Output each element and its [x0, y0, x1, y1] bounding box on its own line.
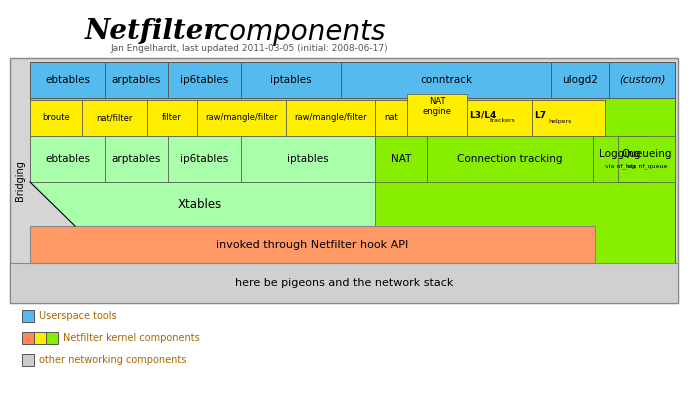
Text: ebtables: ebtables: [45, 75, 90, 85]
Bar: [30, 62, 675, 98]
Text: nat/filter: nat/filter: [96, 114, 133, 123]
Bar: [10, 263, 678, 303]
Bar: [30, 100, 82, 136]
Bar: [46, 332, 58, 344]
Text: helpers: helpers: [548, 119, 572, 123]
Bar: [22, 310, 34, 322]
Bar: [593, 136, 648, 182]
Text: conntrack: conntrack: [420, 75, 472, 85]
Bar: [551, 62, 609, 98]
Bar: [147, 100, 197, 136]
Text: invoked through Netfilter hook API: invoked through Netfilter hook API: [216, 239, 408, 250]
Text: broute: broute: [42, 114, 70, 123]
Text: iptables: iptables: [287, 154, 329, 164]
Text: ulogd2: ulogd2: [562, 75, 598, 85]
Text: ip6tables: ip6tables: [180, 154, 229, 164]
Text: Logging: Logging: [600, 149, 641, 159]
Text: nat: nat: [384, 114, 398, 123]
Text: Bridging: Bridging: [15, 160, 25, 201]
Text: filter: filter: [162, 114, 182, 123]
Text: arptables: arptables: [112, 75, 161, 85]
Text: components: components: [205, 18, 385, 46]
Bar: [427, 136, 593, 182]
Polygon shape: [30, 182, 75, 226]
Bar: [168, 136, 241, 182]
Text: via nf_queue: via nf_queue: [627, 163, 667, 169]
Bar: [30, 100, 605, 136]
Text: raw/mangle/filter: raw/mangle/filter: [294, 114, 367, 123]
Bar: [22, 354, 34, 366]
Bar: [105, 62, 168, 98]
Bar: [341, 62, 551, 98]
Bar: [105, 136, 168, 182]
Text: NAT: NAT: [391, 154, 411, 164]
Bar: [241, 136, 375, 182]
Bar: [30, 62, 105, 98]
Text: trackers: trackers: [490, 119, 516, 123]
Text: via nf_log: via nf_log: [605, 163, 635, 169]
Bar: [618, 136, 675, 182]
Bar: [197, 100, 286, 136]
Bar: [30, 136, 105, 182]
Text: Netfilter kernel components: Netfilter kernel components: [63, 333, 200, 343]
Text: Netfilter: Netfilter: [85, 18, 219, 45]
Text: Connection tracking: Connection tracking: [457, 154, 563, 164]
Text: iptables: iptables: [270, 75, 312, 85]
Text: Jan Engelhardt, last updated 2011-03-05 (initial: 2008-06-17): Jan Engelhardt, last updated 2011-03-05 …: [110, 44, 387, 53]
Bar: [10, 58, 678, 303]
Bar: [30, 226, 595, 263]
Text: ip6tables: ip6tables: [180, 75, 229, 85]
Bar: [30, 136, 375, 182]
Text: Userspace tools: Userspace tools: [39, 311, 117, 321]
Bar: [82, 100, 147, 136]
Text: NAT: NAT: [429, 97, 445, 107]
Text: other networking components: other networking components: [39, 355, 186, 365]
Text: here be pigeons and the network stack: here be pigeons and the network stack: [235, 278, 453, 288]
Bar: [467, 100, 532, 136]
Bar: [286, 100, 375, 136]
Text: arptables: arptables: [112, 154, 161, 164]
Text: Xtables: Xtables: [178, 198, 222, 211]
Bar: [22, 332, 34, 344]
Text: Queueing: Queueing: [622, 149, 672, 159]
Text: ebtables: ebtables: [45, 154, 90, 164]
Text: engine: engine: [422, 108, 452, 116]
Bar: [532, 100, 605, 136]
Bar: [375, 100, 407, 136]
Bar: [168, 62, 241, 98]
Bar: [30, 182, 375, 226]
Bar: [609, 62, 675, 98]
Bar: [407, 94, 467, 136]
Text: raw/mangle/filter: raw/mangle/filter: [205, 114, 278, 123]
Text: (custom): (custom): [619, 75, 665, 85]
Bar: [34, 332, 46, 344]
Bar: [30, 98, 675, 263]
Text: L3/L4: L3/L4: [469, 110, 496, 119]
Bar: [375, 136, 427, 182]
Text: L7: L7: [534, 110, 546, 119]
Bar: [241, 62, 341, 98]
